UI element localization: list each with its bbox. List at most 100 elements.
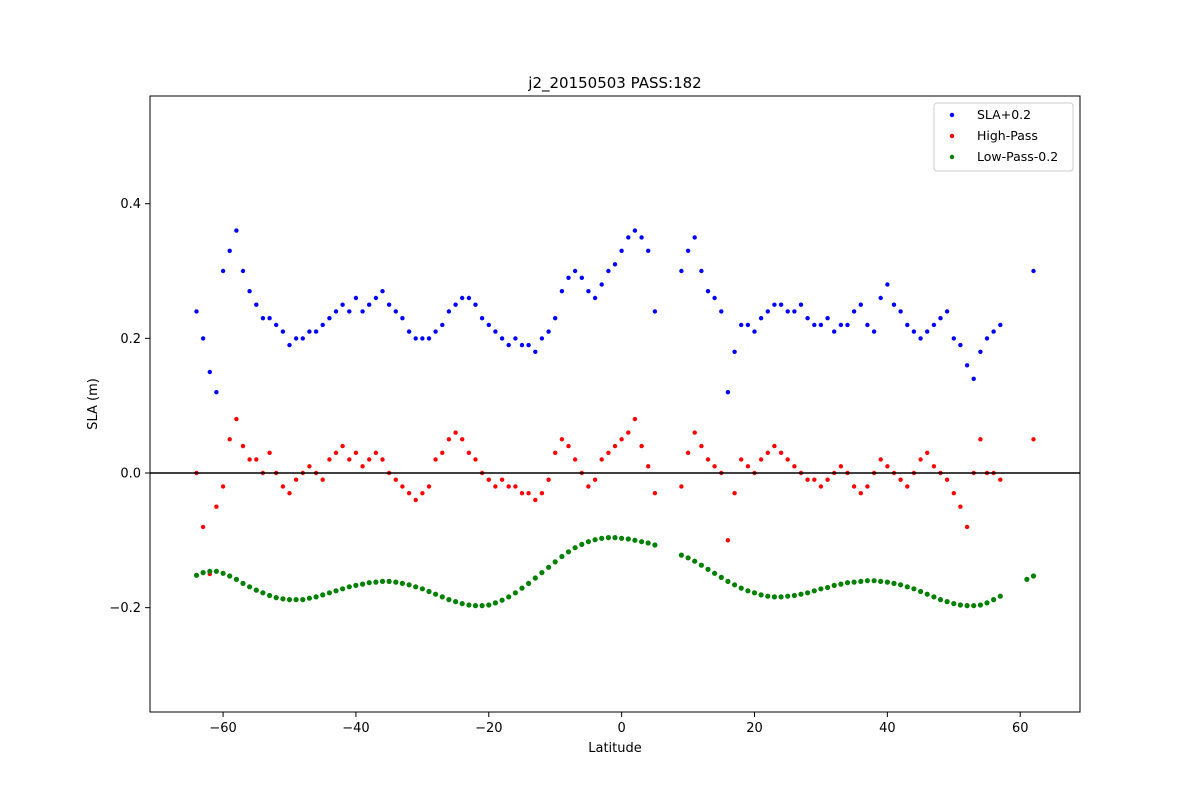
data-point xyxy=(267,592,273,599)
data-point xyxy=(798,302,804,307)
data-point xyxy=(632,416,638,422)
data-point xyxy=(472,603,479,609)
data-point xyxy=(440,322,445,328)
data-point xyxy=(858,302,863,307)
data-point xyxy=(380,289,385,294)
data-point xyxy=(439,594,445,600)
data-point xyxy=(512,590,519,596)
data-point xyxy=(513,484,518,489)
data-point xyxy=(280,329,286,334)
data-point xyxy=(606,450,611,455)
data-point xyxy=(293,336,299,341)
data-point xyxy=(871,578,877,584)
data-point xyxy=(539,336,545,341)
data-point xyxy=(453,430,458,435)
data-point xyxy=(585,539,592,545)
data-point xyxy=(533,349,538,354)
data-point xyxy=(399,580,405,587)
data-point xyxy=(506,484,511,489)
data-point xyxy=(771,594,778,600)
data-point xyxy=(247,457,252,462)
data-point xyxy=(944,477,950,482)
data-point xyxy=(971,376,976,381)
data-point xyxy=(937,597,944,603)
data-point xyxy=(739,457,744,462)
data-point xyxy=(532,575,538,581)
data-point xyxy=(825,477,830,482)
plot-background xyxy=(150,96,1080,712)
data-point xyxy=(1030,573,1037,579)
data-point xyxy=(646,248,651,253)
data-point xyxy=(313,329,319,334)
data-point xyxy=(958,342,963,348)
data-point xyxy=(326,590,332,596)
data-point xyxy=(367,302,372,307)
data-point xyxy=(360,309,365,314)
data-point xyxy=(559,553,565,560)
data-point xyxy=(745,322,751,328)
data-point xyxy=(931,464,937,469)
y-tick-label: 0.4 xyxy=(120,197,141,212)
data-point xyxy=(433,329,438,334)
data-point xyxy=(526,342,531,348)
x-tick-label: −40 xyxy=(342,721,369,736)
data-point xyxy=(565,549,572,555)
data-point xyxy=(646,464,651,469)
data-point xyxy=(466,602,472,608)
data-point xyxy=(566,443,571,449)
data-point xyxy=(718,574,724,581)
data-point xyxy=(752,329,757,334)
data-point xyxy=(991,329,996,334)
legend-label-high-pass: High-Pass xyxy=(977,128,1038,143)
x-tick-label: −60 xyxy=(209,721,236,736)
data-point xyxy=(832,329,837,334)
data-point xyxy=(758,457,764,462)
data-point xyxy=(280,596,286,602)
data-point xyxy=(605,535,612,541)
data-point xyxy=(446,437,452,442)
data-point xyxy=(479,316,485,321)
data-point xyxy=(725,390,731,395)
data-point xyxy=(559,289,565,294)
data-point xyxy=(818,484,824,489)
data-point xyxy=(645,540,651,546)
data-point xyxy=(287,342,292,348)
legend-marker-low-pass xyxy=(949,154,955,160)
data-point xyxy=(360,464,365,469)
data-point xyxy=(327,457,332,462)
data-point xyxy=(679,484,684,489)
data-point xyxy=(479,603,485,609)
data-point xyxy=(400,484,405,489)
data-point xyxy=(406,582,412,588)
y-axis-label: SLA (m) xyxy=(86,378,101,430)
data-point xyxy=(738,585,744,591)
data-point xyxy=(353,450,359,455)
data-point xyxy=(705,457,711,462)
data-point xyxy=(778,450,784,455)
data-point xyxy=(679,268,684,274)
data-point xyxy=(260,590,266,596)
data-point xyxy=(592,537,598,543)
legend-label-low-pass: Low-Pass-0.2 xyxy=(977,149,1058,164)
data-point xyxy=(758,316,764,321)
data-point xyxy=(313,594,319,600)
data-point xyxy=(320,477,325,482)
data-point xyxy=(406,491,412,496)
data-point xyxy=(552,559,558,565)
data-point xyxy=(984,336,990,341)
data-point xyxy=(798,591,804,597)
data-point xyxy=(772,443,777,449)
data-point xyxy=(911,329,917,334)
data-point xyxy=(678,552,685,558)
data-point xyxy=(685,450,691,455)
data-point xyxy=(340,586,346,592)
data-point xyxy=(805,590,811,596)
data-point xyxy=(898,582,904,588)
data-point xyxy=(353,582,359,589)
data-point xyxy=(214,390,219,395)
data-point xyxy=(698,562,705,568)
data-point xyxy=(626,235,631,240)
data-point xyxy=(440,450,445,455)
data-point xyxy=(944,309,950,314)
data-point xyxy=(333,450,339,455)
